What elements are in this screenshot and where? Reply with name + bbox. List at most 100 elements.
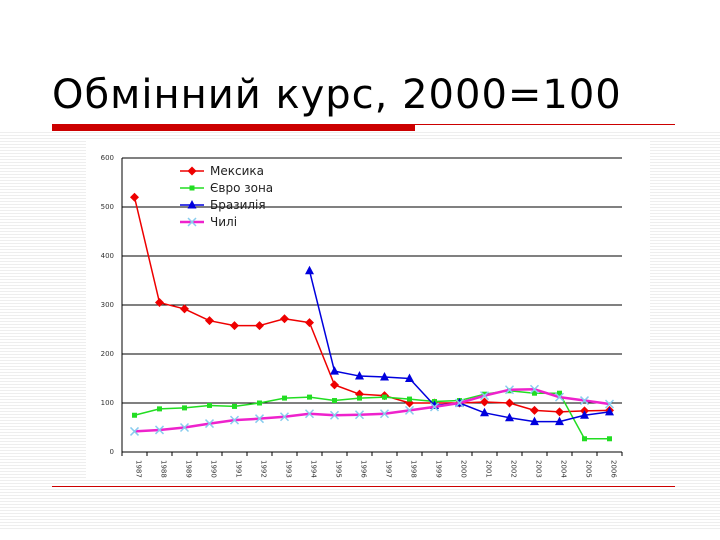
series-1-point xyxy=(582,436,587,442)
x-tick-label: 1993 xyxy=(285,460,293,478)
x-tick-label: 1987 xyxy=(135,460,143,478)
series-1-point xyxy=(157,406,162,412)
series-1-point xyxy=(482,391,487,397)
series-3-point xyxy=(404,405,415,415)
x-tick-label: 2004 xyxy=(560,460,568,478)
series-0-point xyxy=(305,318,314,328)
legend-label: Мексика xyxy=(210,164,264,178)
series-3-point xyxy=(479,391,490,401)
series-0-point xyxy=(230,321,239,331)
series-1-point xyxy=(207,402,212,408)
series-1-point xyxy=(282,395,287,401)
legend-marker xyxy=(187,166,197,176)
series-2-point xyxy=(355,371,364,380)
series-1-point xyxy=(307,394,312,400)
series-3-point xyxy=(254,414,265,424)
series-2-point xyxy=(605,406,614,416)
exchange-rate-chart: 0 100 200 300 400 500 600 1987 1988 1989 1990 1991 1… xyxy=(101,154,623,478)
series-3-point xyxy=(529,384,540,394)
series-2-point xyxy=(480,407,489,417)
series-2-point xyxy=(555,416,564,426)
series-3-line xyxy=(134,388,610,433)
series-3-point xyxy=(154,425,165,435)
x-tick-label: 2002 xyxy=(510,460,518,478)
y-tick-label: 300 xyxy=(101,301,114,309)
series-2-point xyxy=(380,372,389,381)
series-3-point xyxy=(179,422,190,433)
legend-marker xyxy=(189,185,195,191)
series-1-point xyxy=(532,390,537,396)
series-0-point xyxy=(255,321,264,331)
legend-marker xyxy=(187,200,197,209)
x-tick-label: 1989 xyxy=(185,460,193,478)
series-0-point xyxy=(280,314,289,324)
series-1-point xyxy=(257,400,262,406)
legend-marker xyxy=(187,217,197,227)
series-3-point xyxy=(354,410,365,420)
series-1-point xyxy=(182,405,187,411)
chart-panel: 0 100 200 300 400 500 600 1987 1988 1989 1990 1991 1… xyxy=(86,140,650,480)
series-3-point xyxy=(279,412,290,422)
series-1-point xyxy=(607,436,612,442)
x-tick-label: 1998 xyxy=(410,460,418,478)
y-tick-label: 0 xyxy=(110,448,114,456)
series-0-point xyxy=(180,304,189,314)
x-tick-label: 1994 xyxy=(310,460,318,478)
y-tick-label: 200 xyxy=(101,350,114,358)
series-3-point xyxy=(204,419,215,429)
series-2-point xyxy=(405,373,414,382)
title-underline-thin xyxy=(415,124,675,125)
x-tick-label: 1992 xyxy=(260,460,268,478)
series-1-point xyxy=(407,396,412,402)
legend-label: Бразилія xyxy=(210,198,266,212)
series-2-point xyxy=(505,412,514,422)
series-3-point xyxy=(454,398,465,408)
x-tick-label: 1991 xyxy=(235,460,243,478)
y-tick-label: 100 xyxy=(101,399,114,407)
series-3-point xyxy=(429,402,440,412)
series-3-point xyxy=(554,392,565,402)
legend-label: Чилі xyxy=(210,215,237,229)
series-2-point xyxy=(330,366,339,375)
series-3-point xyxy=(304,409,315,419)
series-3-point xyxy=(379,409,390,419)
series-0-point xyxy=(130,192,139,202)
series-3-point xyxy=(604,399,615,409)
series-0-point xyxy=(155,298,164,308)
series-0-point xyxy=(330,380,339,390)
series-1-point xyxy=(357,395,362,401)
series-0-point xyxy=(530,405,539,415)
series-0-line xyxy=(133,197,610,413)
series-1-point xyxy=(332,398,337,404)
x-tick-label: 2000 xyxy=(460,460,468,478)
slide-title: Обмінний курс, 2000=100 xyxy=(52,72,622,118)
series-0-point xyxy=(505,398,514,408)
footer-rule xyxy=(52,486,675,487)
x-tick-label: 1988 xyxy=(160,460,168,478)
x-tick-label: 2005 xyxy=(585,460,593,478)
x-tick-label: 1999 xyxy=(435,460,443,478)
series-3-point xyxy=(504,385,515,395)
x-tick-label: 1997 xyxy=(385,460,393,478)
series-3-point xyxy=(579,396,590,406)
y-tick-label: 400 xyxy=(101,252,114,260)
y-tick-label: 600 xyxy=(101,154,114,162)
series-1-point xyxy=(232,403,237,409)
x-tick-label: 1990 xyxy=(210,460,218,478)
series-3-point xyxy=(229,415,240,425)
x-tick-label: 1995 xyxy=(335,460,343,478)
series-2-point xyxy=(530,416,539,426)
series-3-point xyxy=(129,426,140,436)
series-0-point xyxy=(480,397,489,407)
series-1-point xyxy=(557,390,562,396)
series-0-point xyxy=(205,316,214,326)
series-2-point xyxy=(580,410,589,419)
y-tick-label: 500 xyxy=(101,203,114,211)
series-1-point xyxy=(132,412,137,418)
series-0-point xyxy=(555,407,564,417)
x-tick-label: 2003 xyxy=(535,460,543,478)
title-underline-bar xyxy=(52,124,415,131)
x-tick-label: 2001 xyxy=(485,460,493,478)
series-2-point xyxy=(305,265,314,275)
legend-label: Євро зона xyxy=(210,181,273,195)
